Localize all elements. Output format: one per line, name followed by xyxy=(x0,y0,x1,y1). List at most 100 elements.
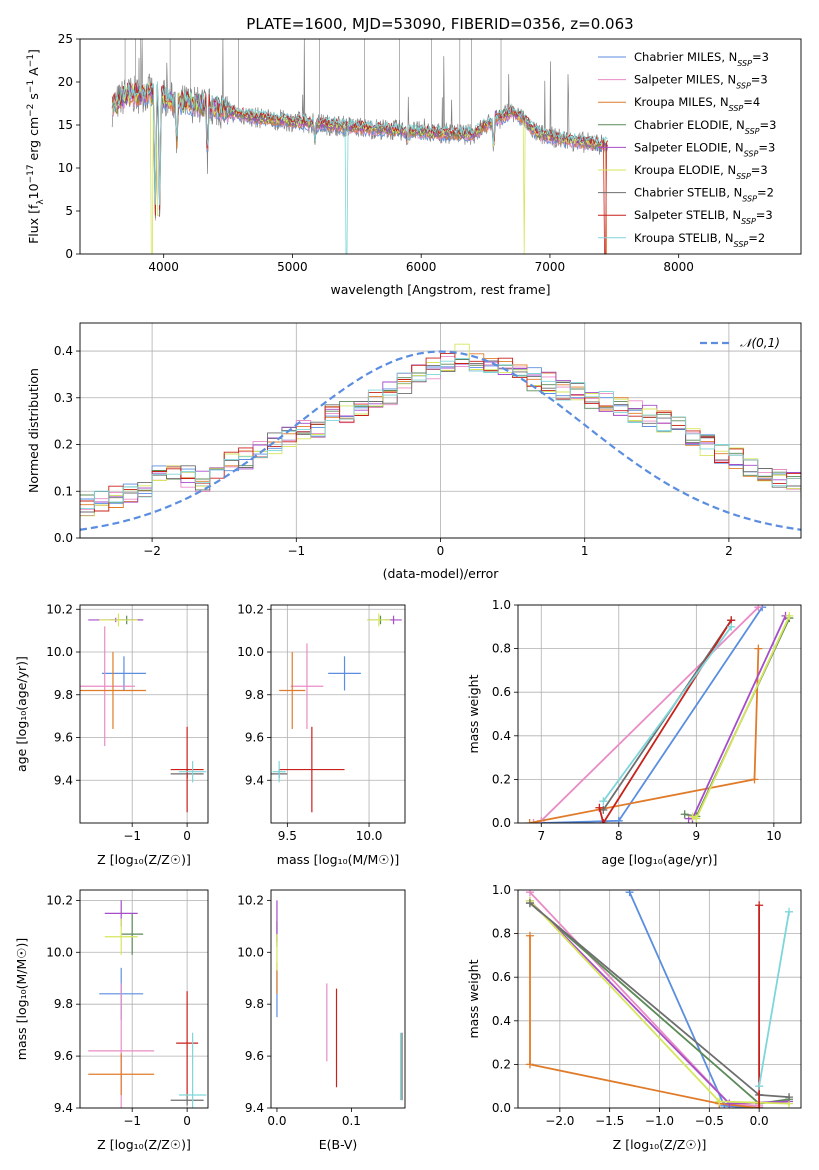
model-spectrum-kroupa_miles xyxy=(111,86,608,254)
y-tick-label: 9.6 xyxy=(245,731,264,745)
axes-frame xyxy=(79,604,209,824)
weight-marker-chabrier_miles xyxy=(614,816,623,823)
weight-marker-salpeter_stelib xyxy=(599,819,608,823)
x-tick-label: 9.5 xyxy=(278,829,297,843)
weight-marker-salpeter_miles xyxy=(525,890,534,897)
histogram-salpeter_stelib xyxy=(80,353,801,512)
axes-frame xyxy=(517,889,802,1109)
chart-age_vs_mass: 9.5 10.0 9.4 9.6 9.8 10.0 10.2 mass [log₁₀(M/M☉… xyxy=(237,602,406,867)
x-tick-label: −1 xyxy=(123,1114,141,1128)
y-tick-label: 0.6 xyxy=(492,970,511,984)
x-tick-label: 9 xyxy=(693,829,701,843)
y-tick-label: 0.8 xyxy=(492,642,511,656)
weight-marker-chabrier_elodie xyxy=(680,810,689,819)
y-tick-label: 10.2 xyxy=(46,893,73,907)
weight-marker-kroupa_miles xyxy=(750,775,759,784)
grid-lines xyxy=(271,605,405,823)
y-tick-label: 0.6 xyxy=(492,685,511,699)
x-tick-label: −1 xyxy=(287,544,305,558)
y-tick-label: 0.2 xyxy=(492,772,511,786)
weight-marker-kroupa_miles xyxy=(754,644,763,653)
y-tick-label: 0.8 xyxy=(492,927,511,941)
weight-line-salpeter_elodie xyxy=(688,615,787,820)
x-tick-label: 2 xyxy=(725,544,733,558)
y-tick-label: 0.4 xyxy=(54,344,73,358)
y-tick-label: 1.0 xyxy=(492,883,511,897)
weight-marker-kroupa_elodie xyxy=(785,611,794,620)
x-tick-label: 8000 xyxy=(663,260,694,274)
weight-line-kroupa_miles xyxy=(529,935,760,1108)
axes-frame xyxy=(79,38,802,255)
axes-frame xyxy=(270,604,406,824)
weight-marker-kroupa_stelib xyxy=(785,907,794,916)
x-tick-label: 1 xyxy=(581,544,589,558)
weight-marker-kroupa_elodie xyxy=(715,1097,724,1106)
histogram-chabrier_stelib xyxy=(80,358,801,513)
weight-line-kroupa_stelib xyxy=(602,626,732,802)
weight-marker-salpeter_stelib xyxy=(755,901,764,910)
x-tick-label: −2.0 xyxy=(545,1114,574,1128)
y-tick-label: 0.2 xyxy=(492,1057,511,1071)
weight-line-kroupa_stelib xyxy=(758,911,790,1087)
x-tick-label: 10 xyxy=(766,829,781,843)
legend-label-salpeter_miles: Salpeter MILES, NSSP=3 xyxy=(634,73,768,91)
y-tick-label: 9.4 xyxy=(245,1101,264,1115)
y-tick-label: 9.4 xyxy=(245,773,264,787)
histogram-kroupa_miles xyxy=(80,353,801,508)
weight-line-salpeter_stelib xyxy=(598,619,732,823)
x-tick-label: 5000 xyxy=(277,260,308,274)
legend-label-normal: 𝒩(0,1) xyxy=(740,336,780,350)
y-tick-label: 0.4 xyxy=(492,1014,511,1028)
weight-marker-chabrier_miles xyxy=(720,1101,729,1108)
y-tick-label: 10.2 xyxy=(237,602,264,616)
weight-marker-chabrier_miles xyxy=(625,890,634,897)
legend-label-chabrier_stelib: Chabrier STELIB, NSSP=2 xyxy=(634,186,774,204)
y-tick-label: 9.6 xyxy=(54,731,73,745)
x-tick-label: 0 xyxy=(183,829,191,843)
y-tick-label: 9.8 xyxy=(245,688,264,702)
weight-line-salpeter_miles xyxy=(533,606,760,823)
y-axis-label: Flux [fλ10−17 erg cm−2 s−1 A−1] xyxy=(26,49,46,244)
weight-marker-kroupa_stelib xyxy=(727,622,736,631)
x-tick-label: −1 xyxy=(123,829,141,843)
chart-weight_vs_Z: −2.0 −1.5 −1.0 −0.5 0.0 0.0 0.2 0.4 0.6 0.8 1.0 Z [… xyxy=(466,883,802,1152)
y-tick-label: 5 xyxy=(65,204,73,218)
x-tick-label: −1.5 xyxy=(595,1114,624,1128)
x-axis-label: Z [log₁₀(Z/Z☉)] xyxy=(97,1137,191,1152)
x-tick-label: −2 xyxy=(143,544,161,558)
plot-area xyxy=(88,900,207,1108)
y-tick-label: 25 xyxy=(58,32,73,46)
x-tick-label: 10.0 xyxy=(356,829,383,843)
weight-marker-kroupa_elodie xyxy=(692,814,701,823)
y-axis-label: mass weight xyxy=(466,674,481,753)
legend-label-kroupa_stelib: Kroupa STELIB, NSSP=2 xyxy=(634,231,765,249)
y-tick-label: 9.6 xyxy=(54,1049,73,1063)
grid-lines xyxy=(80,890,208,1109)
x-tick-label: 0.1 xyxy=(342,1114,361,1128)
weight-marker-salpeter_stelib xyxy=(595,803,604,812)
y-axis-label: mass [log₁₀(M/M☉)] xyxy=(14,938,29,1060)
plot-area xyxy=(525,605,794,823)
y-tick-label: 10 xyxy=(58,161,73,175)
y-tick-label: 10.0 xyxy=(46,645,73,659)
y-axis-label: mass weight xyxy=(466,959,481,1038)
y-axis-label: Normed distribution xyxy=(26,368,41,493)
x-axis-label: (data-model)/error xyxy=(383,566,500,581)
x-tick-label: 0.0 xyxy=(267,1114,286,1128)
plot-area xyxy=(80,613,207,813)
legend-label-kroupa_elodie: Kroupa ELODIE, NSSP=3 xyxy=(634,163,768,181)
x-axis-label: wavelength [Angstrom, rest frame] xyxy=(330,282,550,297)
plot-area xyxy=(80,343,801,531)
x-axis-label: mass [log₁₀(M/M☉)] xyxy=(277,852,399,867)
y-tick-label: 0 xyxy=(65,247,73,261)
legend-label-kroupa_miles: Kroupa MILES, NSSP=4 xyxy=(634,95,760,113)
axes-frame xyxy=(270,889,406,1109)
x-tick-label: 0 xyxy=(437,544,445,558)
y-tick-label: 10.2 xyxy=(237,893,264,907)
y-tick-label: 0.3 xyxy=(54,391,73,405)
weight-marker-salpeter_stelib xyxy=(755,1104,764,1108)
chart-residuals: −2 −1 0 1 2 0.0 0.1 0.2 0.3 0.4 (data-model)/error… xyxy=(26,322,802,581)
y-tick-label: 0.4 xyxy=(492,729,511,743)
histogram-chabrier_miles xyxy=(80,359,801,504)
